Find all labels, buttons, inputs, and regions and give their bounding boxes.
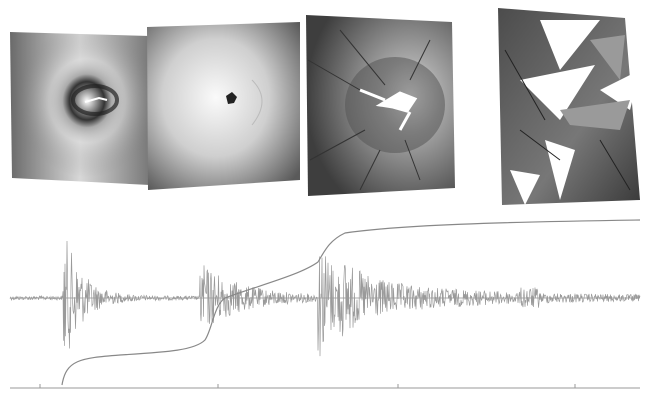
- panel-3: [306, 15, 455, 196]
- cumulative-curve: [61, 219, 641, 386]
- panel-2: [147, 22, 300, 190]
- waveform: [9, 219, 641, 389]
- signal: [9, 240, 641, 357]
- panel-4: [498, 8, 640, 205]
- panel-1: [10, 32, 150, 185]
